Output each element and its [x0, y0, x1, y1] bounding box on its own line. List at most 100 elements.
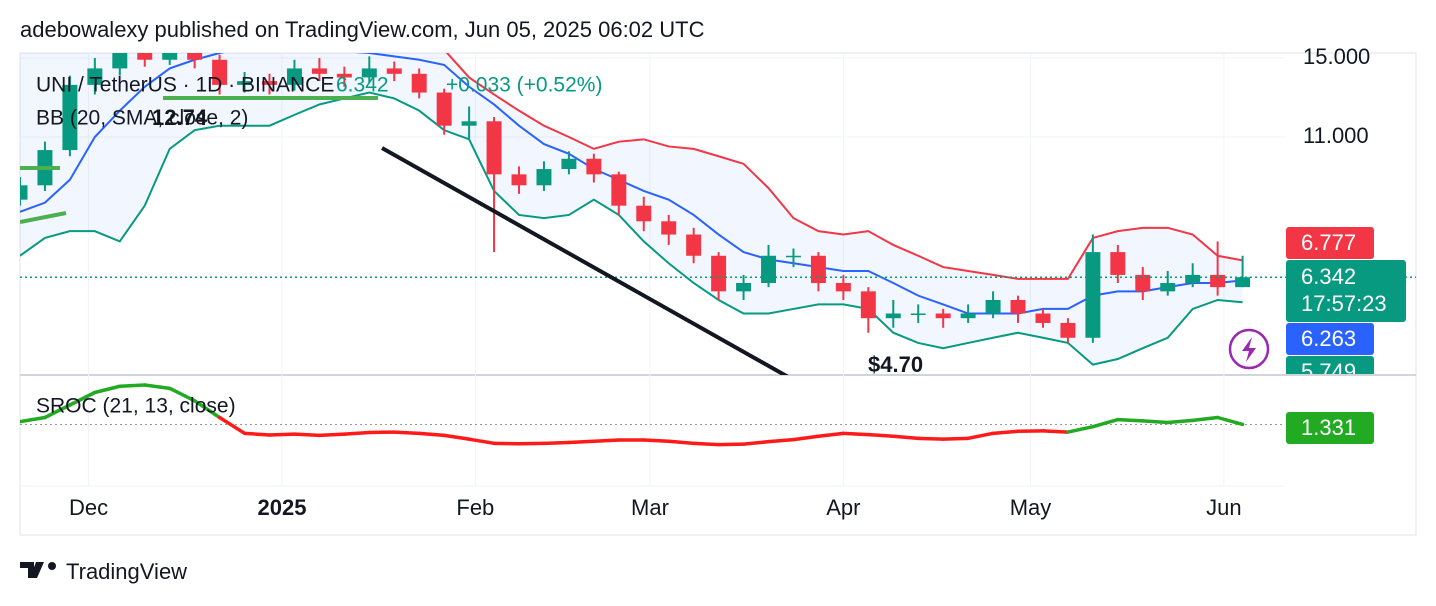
- y-tick-label: 15.000: [1303, 44, 1370, 69]
- sroc-segment: [916, 436, 945, 441]
- sroc-segment: [666, 439, 696, 446]
- candle-body: [785, 255, 801, 258]
- candle-body: [162, 53, 178, 60]
- brand: TradingView: [66, 559, 187, 584]
- candle-body: [1110, 252, 1126, 275]
- candle-body: [1010, 299, 1026, 314]
- sroc-segment: [217, 415, 247, 436]
- price-badge: [1286, 323, 1374, 355]
- candle-body: [1035, 313, 1051, 323]
- sroc-segment: [442, 433, 471, 441]
- candle-body: [1160, 283, 1176, 292]
- sroc-segment: [592, 438, 621, 443]
- legend-price: 6.342: [336, 74, 389, 97]
- candle-body: [1210, 274, 1226, 288]
- candle-body: [711, 255, 727, 292]
- x-tick-label: 2025: [258, 495, 307, 520]
- candle-body: [386, 68, 402, 74]
- sroc-segment: [1165, 418, 1195, 425]
- candle-body: [486, 121, 502, 175]
- x-tick-label: Dec: [69, 495, 108, 520]
- logo: [20, 562, 56, 578]
- candle-body: [311, 68, 327, 74]
- candle-body: [686, 234, 702, 256]
- sroc-segment: [317, 432, 347, 438]
- indicator-title: SROC (21, 13, close): [36, 395, 236, 418]
- candle-body: [536, 169, 552, 186]
- band-fill: [20, 53, 1243, 365]
- price-badge-label: 6.263: [1301, 326, 1356, 351]
- band-upper: [445, 53, 1243, 280]
- symbol-label: UNI / TetherUS · 1D · BINANCE: [36, 74, 334, 97]
- sroc-segment: [741, 439, 771, 446]
- sroc-segment: [1091, 417, 1120, 429]
- candle-body: [611, 174, 627, 206]
- candle-body: [661, 221, 677, 235]
- sroc-segment: [567, 439, 596, 445]
- sroc-segment: [791, 434, 821, 442]
- x-tick-label: Feb: [456, 495, 494, 520]
- sroc-segment: [691, 441, 721, 447]
- sroc-segment: [966, 431, 995, 441]
- candle-body: [62, 84, 78, 151]
- candle-body: [112, 53, 128, 69]
- sroc-segment: [417, 431, 446, 438]
- x-tick-label: Apr: [826, 495, 860, 520]
- band-lower: [20, 91, 1243, 366]
- sroc-segment: [642, 438, 671, 443]
- price-badge-label: 5.749: [1301, 359, 1356, 384]
- sroc-segment: [542, 440, 571, 446]
- candle-body: [87, 68, 103, 85]
- sroc-segment: [192, 399, 222, 420]
- sroc-segment: [941, 436, 970, 441]
- candle-body: [461, 121, 477, 126]
- candle-body: [586, 158, 602, 175]
- sroc-segment: [1141, 419, 1170, 425]
- sroc-segment: [20, 415, 47, 424]
- sroc-segment: [816, 431, 846, 438]
- candle-body: [736, 283, 752, 292]
- sroc-segment: [68, 390, 97, 407]
- candle-body: [885, 313, 901, 319]
- legend-change: +0.033 (+0.52%): [446, 74, 602, 97]
- candle-body: [561, 158, 577, 170]
- annotation: $4.70: [868, 352, 923, 377]
- candle-body: [636, 205, 652, 222]
- candle-body: [1135, 274, 1151, 292]
- candle-body: [935, 313, 951, 319]
- sroc-segment: [392, 430, 421, 436]
- candle-body: [1085, 252, 1101, 338]
- indicator-badge-label: 1.331: [1301, 415, 1356, 440]
- sroc-segment: [118, 383, 147, 388]
- sroc-segment: [1215, 415, 1245, 427]
- publish-header: adebowalexy published on TradingView.com…: [20, 17, 705, 42]
- badge-group: 5.749: [1286, 356, 1374, 384]
- candle-body: [187, 53, 203, 60]
- price-badge: [1286, 227, 1374, 259]
- candle-body: [1185, 274, 1201, 284]
- candle-body: [262, 81, 277, 85]
- sroc-segment: [841, 431, 871, 437]
- candle-body: [237, 81, 253, 85]
- candle-body: [1060, 322, 1076, 338]
- candle-body: [286, 68, 302, 85]
- sroc-segment: [167, 386, 197, 403]
- candle-body: [212, 59, 228, 85]
- logo-mark: [20, 562, 44, 578]
- price-badge-label: 6.342: [1301, 264, 1356, 289]
- countdown: 17:57:23: [1301, 291, 1387, 316]
- user-drawings: [20, 96, 789, 375]
- candle-body: [1235, 277, 1251, 288]
- sroc-segment: [1041, 429, 1070, 434]
- band-basis: [20, 53, 1243, 315]
- sroc-segment: [267, 432, 297, 437]
- sroc-segment: [766, 437, 796, 444]
- price-badge-label: 6.777: [1301, 230, 1356, 255]
- lightning-button[interactable]: [1228, 328, 1270, 370]
- lightning-icon[interactable]: [1242, 337, 1256, 362]
- indicator-badge: [1286, 412, 1374, 444]
- sroc-segment: [143, 383, 172, 391]
- bb-label: BB (20, SMA, close, 2): [36, 107, 248, 130]
- sroc-segment: [467, 437, 496, 446]
